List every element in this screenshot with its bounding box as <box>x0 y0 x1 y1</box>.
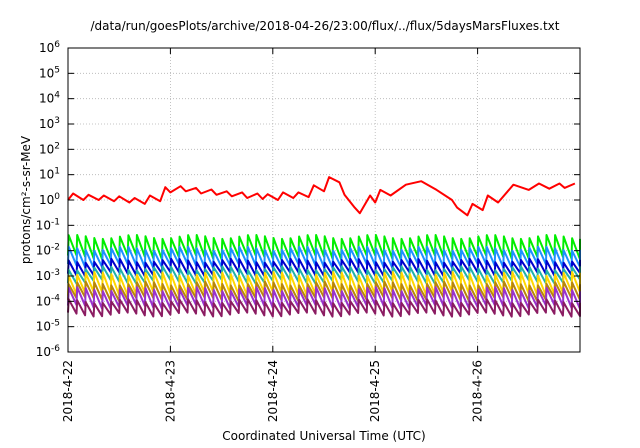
y-tick-label: 10-3 <box>36 268 60 283</box>
y-tick-label-exponent: 3 <box>54 116 60 126</box>
y-tick-label-base: 10 <box>39 193 54 207</box>
y-tick-label-exponent: 0 <box>54 192 60 202</box>
y-tick-label-base: 10 <box>39 142 54 156</box>
y-tick-label: 10-2 <box>36 243 60 258</box>
y-tick-label: 10-6 <box>36 344 61 359</box>
chart-title: /data/run/goesPlots/archive/2018-04-26/2… <box>91 19 560 33</box>
y-tick-label: 106 <box>39 40 60 55</box>
x-tick-label: 2018-4-23 <box>163 360 177 422</box>
y-tick-label-base: 10 <box>39 168 54 182</box>
y-tick-label-exponent: 4 <box>54 91 60 101</box>
x-tick-label: 2018-4-25 <box>368 360 382 422</box>
x-tick-label: 2018-4-26 <box>471 360 485 422</box>
y-tick-label-base: 10 <box>39 66 54 80</box>
y-tick-label-base: 10 <box>36 320 51 334</box>
y-tick-label: 10-5 <box>36 319 60 334</box>
y-tick-label: 100 <box>39 192 60 207</box>
tick-marks <box>67 47 580 353</box>
y-tick-label-base: 10 <box>36 345 51 359</box>
y-tick-label: 10-4 <box>36 293 61 308</box>
y-tick-label-base: 10 <box>39 41 54 55</box>
y-tick-label-base: 10 <box>36 218 51 232</box>
x-tick-labels: 2018-4-22 2018-4-23 2018-4-24 2018-4-25 2018… <box>61 360 485 422</box>
series-line <box>67 176 576 217</box>
y-tick-label: 101 <box>39 167 60 182</box>
x-tick-label: 2018-4-24 <box>266 360 280 422</box>
y-axis-label: protons/cm²-s-sr-MeV <box>19 135 33 264</box>
y-tick-label-exponent: -1 <box>51 217 60 227</box>
y-tick-label-exponent: 5 <box>54 65 60 75</box>
y-tick-label-exponent: -5 <box>51 319 60 329</box>
y-tick-label-exponent: 6 <box>54 40 60 50</box>
y-tick-label-exponent: -6 <box>51 344 60 354</box>
y-tick-label-exponent: -2 <box>51 243 60 253</box>
y-tick-label-exponent: 2 <box>54 141 60 151</box>
series-layer <box>67 176 581 318</box>
x-axis-label: Coordinated Universal Time (UTC) <box>222 429 425 443</box>
y-tick-label: 10-1 <box>36 217 60 232</box>
y-tick-label-exponent: 1 <box>54 167 60 177</box>
y-tick-label-exponent: -3 <box>51 268 60 278</box>
y-tick-label-base: 10 <box>39 117 54 131</box>
y-tick-label: 103 <box>39 116 60 131</box>
y-tick-label-base: 10 <box>36 294 51 308</box>
y-tick-label: 105 <box>39 65 60 80</box>
y-tick-label: 104 <box>39 91 60 106</box>
y-tick-label: 102 <box>39 141 60 156</box>
series-line <box>67 298 581 318</box>
y-tick-label-base: 10 <box>36 244 51 258</box>
x-tick-label: 2018-4-22 <box>61 360 75 422</box>
y-tick-labels: 10-610-510-410-310-210-11001011021031041… <box>36 40 61 359</box>
y-tick-label-base: 10 <box>39 92 54 106</box>
y-tick-label-base: 10 <box>36 269 51 283</box>
y-tick-label-exponent: -4 <box>51 293 60 303</box>
